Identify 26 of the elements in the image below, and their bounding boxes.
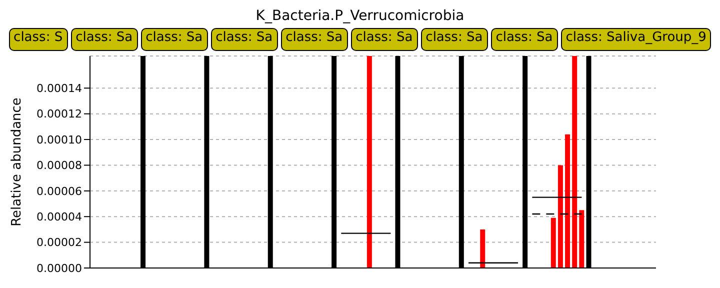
bar bbox=[366, 56, 372, 268]
y-axis-title: Relative abundance bbox=[10, 98, 25, 226]
y-tick-label: 0.00004 bbox=[36, 210, 82, 224]
text: class: S bbox=[8, 28, 68, 51]
bar bbox=[480, 229, 486, 268]
text: class: Sa bbox=[420, 28, 488, 51]
text: class: Sa bbox=[280, 28, 348, 51]
y-tick-label: 0.00012 bbox=[36, 108, 82, 121]
text: class: Sa bbox=[490, 28, 558, 51]
y-tick-label: 0.00000 bbox=[36, 262, 82, 275]
chart-title: K_Bacteria.P_Verrucomicrobia bbox=[254, 8, 466, 26]
bar bbox=[558, 165, 563, 268]
text: class: Saliva_Group_9 bbox=[560, 28, 712, 51]
y-tick-label: 0.00010 bbox=[36, 133, 82, 146]
text: class: Sa bbox=[70, 28, 138, 51]
bar bbox=[572, 56, 578, 268]
bar bbox=[579, 210, 584, 268]
y-tick-label: 0.00008 bbox=[36, 159, 82, 172]
bar bbox=[550, 218, 556, 268]
y-tick-label: 0.00002 bbox=[36, 236, 82, 250]
y-tick-label: 0.00014 bbox=[36, 82, 82, 96]
text: class: Sa bbox=[140, 28, 208, 51]
text: class: Sa bbox=[210, 28, 278, 51]
text: class: Sa bbox=[350, 28, 418, 51]
bar bbox=[565, 134, 570, 268]
y-tick-label: 0.00006 bbox=[36, 184, 82, 198]
